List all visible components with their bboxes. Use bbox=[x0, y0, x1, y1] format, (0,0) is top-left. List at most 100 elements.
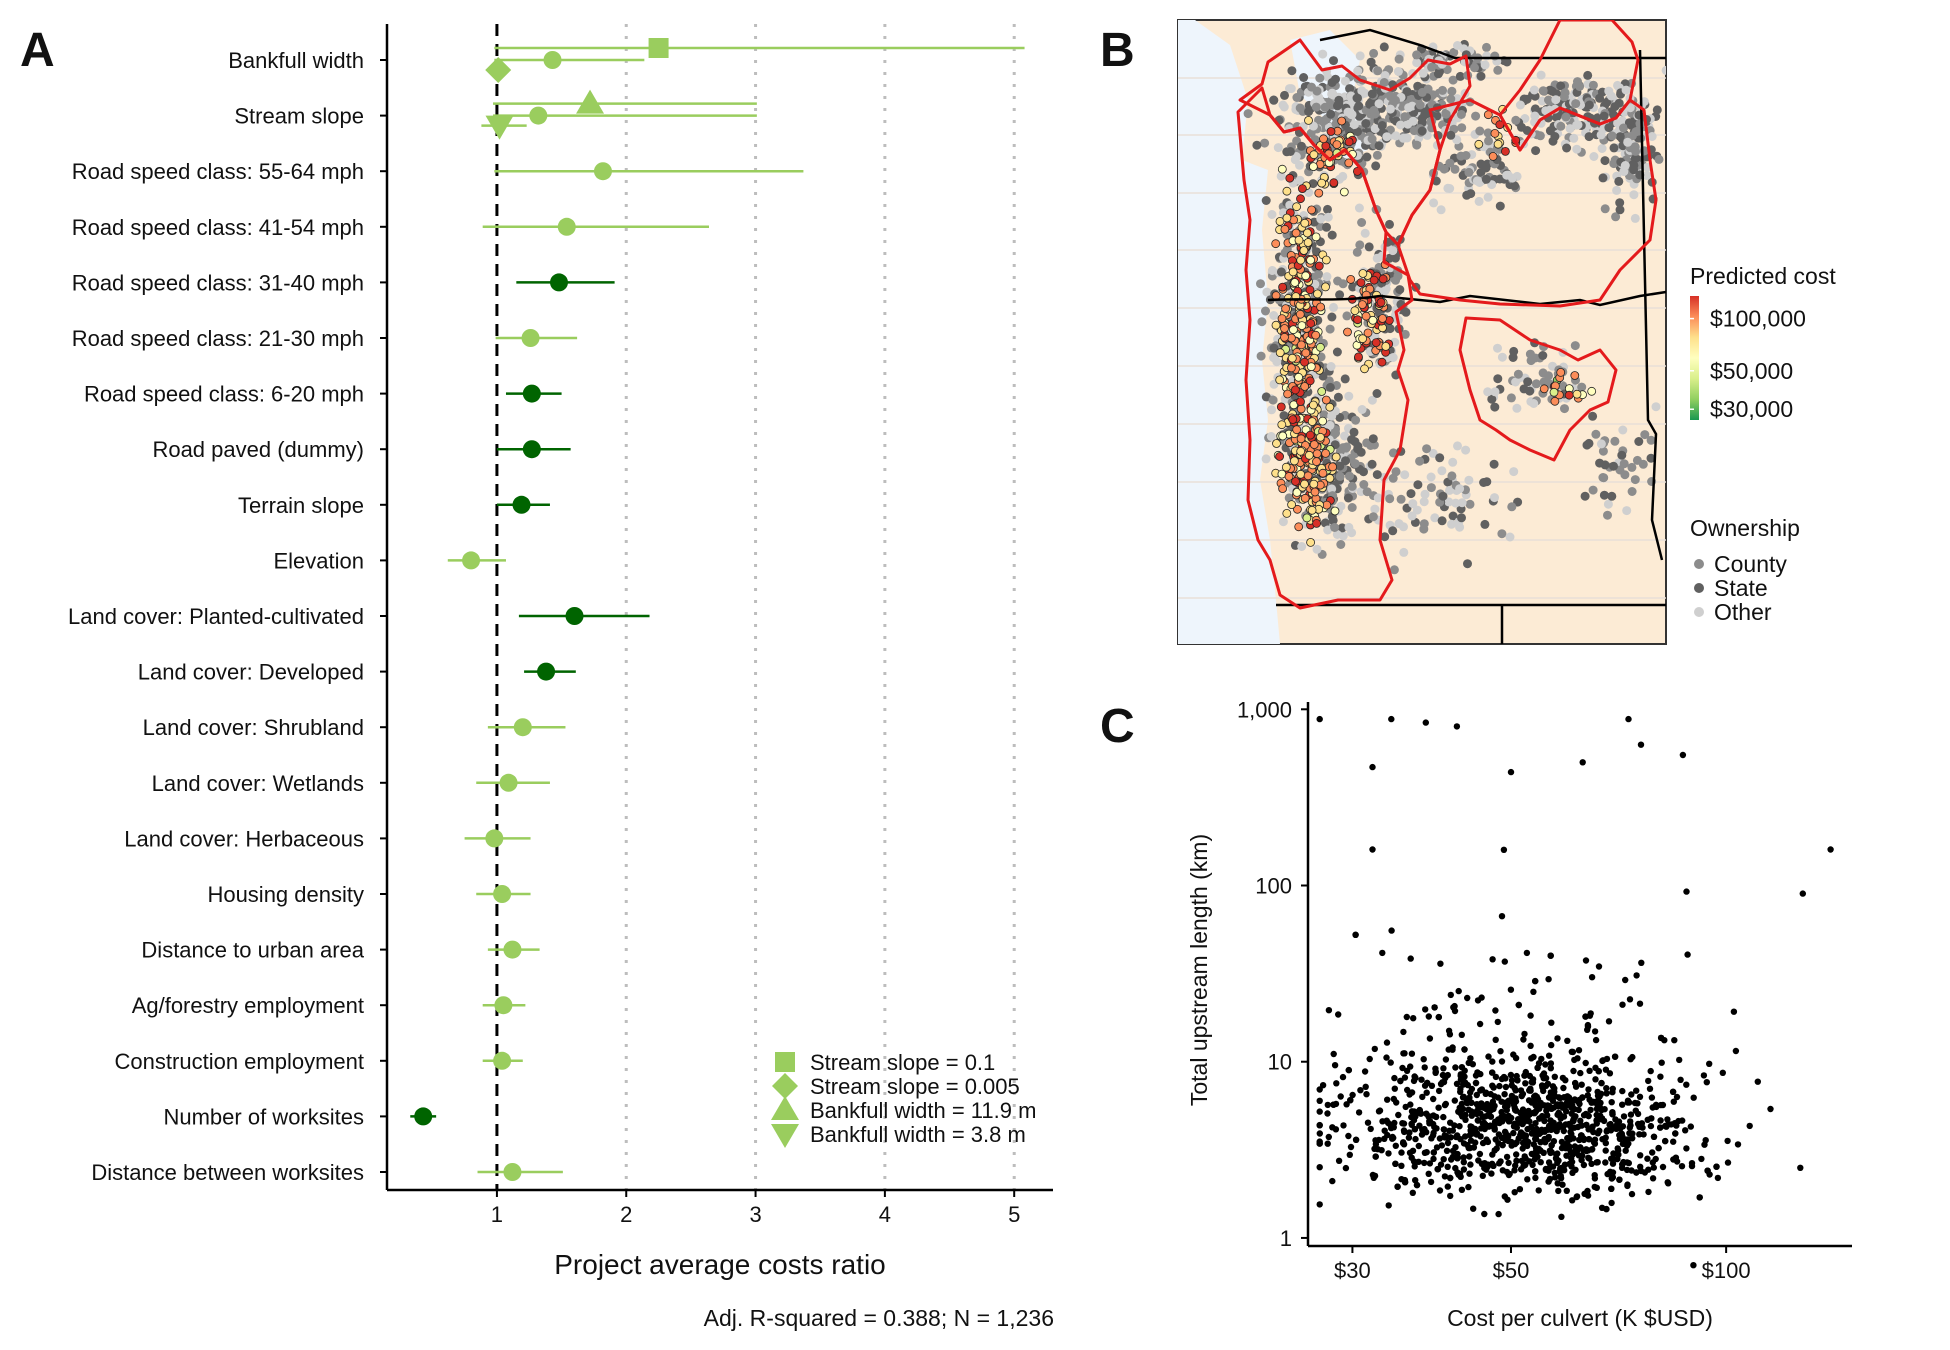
map-ownership-point bbox=[1359, 467, 1368, 477]
c-data-point bbox=[1565, 1120, 1573, 1128]
c-data-point bbox=[1649, 1149, 1656, 1156]
c-data-point bbox=[1584, 1021, 1592, 1029]
c-data-point bbox=[1572, 1079, 1579, 1087]
c-data-point bbox=[1571, 1096, 1579, 1104]
map-culvert-point bbox=[1287, 363, 1296, 373]
map-ownership-point bbox=[1396, 494, 1406, 504]
map-ownership-point bbox=[1631, 127, 1641, 137]
c-data-point bbox=[1553, 1151, 1560, 1158]
a-row-label: Land cover: Developed bbox=[138, 660, 364, 685]
map-ownership-point bbox=[1611, 212, 1621, 222]
map-ownership-point bbox=[1490, 493, 1499, 503]
c-data-point bbox=[1530, 1150, 1537, 1158]
c-data-point bbox=[1637, 1152, 1644, 1159]
map-ownership-point bbox=[1625, 103, 1635, 113]
c-data-point bbox=[1580, 1161, 1588, 1169]
map-ownership-point bbox=[1490, 387, 1500, 397]
c-data-point bbox=[1371, 1045, 1379, 1053]
a-estimate-point bbox=[537, 662, 556, 681]
c-data-point bbox=[1713, 1163, 1720, 1170]
map-ownership-point bbox=[1472, 176, 1482, 186]
c-data-point bbox=[1375, 1136, 1383, 1144]
a-estimate-point bbox=[522, 384, 541, 403]
map-ownership-point bbox=[1525, 386, 1535, 396]
a-row-label: Distance between worksites bbox=[91, 1160, 364, 1185]
map-culvert-point bbox=[1332, 140, 1342, 150]
a-row-label: Road speed class: 55-64 mph bbox=[72, 159, 364, 184]
map-ownership-point bbox=[1548, 136, 1558, 146]
map-culvert-point bbox=[1354, 352, 1363, 362]
map-culvert-point bbox=[1305, 430, 1315, 440]
c-data-point bbox=[1325, 1133, 1333, 1141]
c-data-point bbox=[1528, 1123, 1535, 1131]
c-data-point bbox=[1316, 715, 1323, 723]
map-ownership-point bbox=[1456, 110, 1466, 119]
map-ownership-point bbox=[1311, 102, 1321, 112]
map-ownership-point bbox=[1538, 86, 1548, 96]
map-ownership-point bbox=[1323, 212, 1333, 222]
c-data-point bbox=[1668, 1121, 1675, 1128]
map-ownership-point bbox=[1617, 450, 1627, 460]
map-culvert-point bbox=[1297, 340, 1306, 350]
c-data-point bbox=[1627, 1111, 1635, 1118]
map-ownership-point bbox=[1340, 76, 1350, 86]
map-culvert-point bbox=[1356, 278, 1366, 288]
map-ownership-point bbox=[1320, 518, 1330, 528]
map-ownership-point bbox=[1368, 512, 1378, 522]
c-data-point bbox=[1415, 1142, 1423, 1150]
c-data-point bbox=[1655, 1144, 1662, 1152]
c-data-point bbox=[1485, 1053, 1492, 1060]
c-data-point bbox=[1517, 1087, 1525, 1094]
map-ownership-point bbox=[1506, 393, 1516, 403]
c-data-point bbox=[1447, 1192, 1454, 1200]
a-estimate-point bbox=[485, 829, 504, 848]
map-ownership-point bbox=[1412, 140, 1422, 150]
c-data-point bbox=[1330, 1101, 1337, 1108]
c-data-point bbox=[1436, 1187, 1444, 1194]
c-data-point bbox=[1547, 1147, 1554, 1155]
map-culvert-point bbox=[1275, 375, 1285, 385]
c-data-point bbox=[1470, 1205, 1477, 1212]
c-data-point bbox=[1412, 1113, 1419, 1120]
c-data-point bbox=[1526, 1072, 1534, 1080]
c-data-point bbox=[1602, 1134, 1609, 1141]
c-data-point bbox=[1352, 1136, 1360, 1144]
map-ownership-point bbox=[1391, 467, 1401, 477]
map-ownership-point bbox=[1604, 86, 1614, 96]
map-ownership-point bbox=[1395, 285, 1405, 295]
map-culvert-point bbox=[1299, 246, 1309, 255]
map-culvert-point bbox=[1353, 315, 1362, 325]
c-data-point bbox=[1472, 1128, 1479, 1135]
map-ownership-point bbox=[1335, 461, 1345, 471]
c-y-axis-label: Total upstream length (km) bbox=[1186, 834, 1212, 1106]
a-estimate-point bbox=[529, 106, 548, 125]
map-ownership-point bbox=[1273, 143, 1283, 153]
map-ownership-point bbox=[1345, 471, 1354, 481]
c-data-point bbox=[1419, 1093, 1426, 1101]
c-data-point bbox=[1392, 1160, 1399, 1168]
c-data-point bbox=[1603, 1090, 1610, 1097]
map-ownership-point bbox=[1447, 86, 1457, 96]
c-data-point bbox=[1637, 741, 1645, 748]
c-data-point bbox=[1436, 1135, 1444, 1142]
map-culvert-point bbox=[1297, 321, 1307, 331]
map-culvert-point bbox=[1282, 509, 1292, 518]
map-culvert-point bbox=[1361, 311, 1371, 321]
map-ownership-point bbox=[1374, 141, 1384, 151]
c-data-point bbox=[1489, 1069, 1496, 1076]
map-ownership-point bbox=[1480, 519, 1490, 529]
map-ownership-point bbox=[1512, 403, 1522, 413]
c-data-point bbox=[1827, 846, 1834, 853]
map-culvert-point bbox=[1376, 297, 1386, 307]
c-data-point bbox=[1435, 1104, 1442, 1111]
cost-legend-bar bbox=[1690, 296, 1699, 420]
c-data-point bbox=[1609, 1085, 1617, 1093]
a-legend-key bbox=[772, 1073, 798, 1099]
map-ownership-point bbox=[1433, 69, 1443, 79]
map-ownership-point bbox=[1461, 445, 1471, 455]
map-ownership-point bbox=[1393, 271, 1403, 281]
c-data-point bbox=[1500, 1073, 1508, 1081]
map-ownership-point bbox=[1455, 484, 1465, 494]
map-ownership-point bbox=[1329, 56, 1338, 66]
